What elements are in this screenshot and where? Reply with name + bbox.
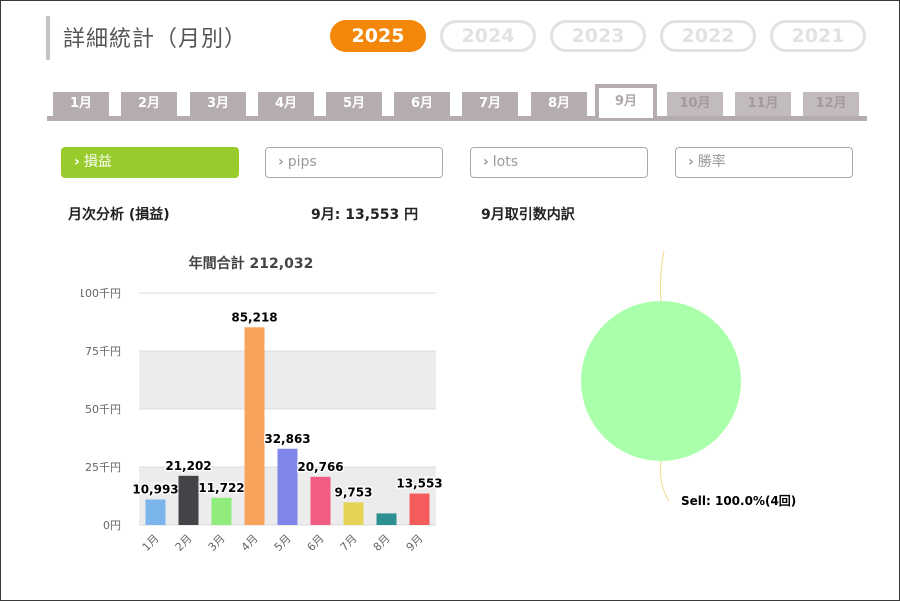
month-tab-bar (47, 116, 867, 121)
x-tick-label: 1月 (140, 532, 162, 554)
y-tick-label: 75千円 (85, 345, 121, 358)
month-tab-6[interactable]: 6月 (394, 92, 450, 116)
month-tab-5[interactable]: 5月 (326, 92, 382, 116)
bar-data-label: 21,202 (165, 459, 211, 473)
pie-connector (660, 251, 665, 302)
x-tick-label: 6月 (305, 532, 327, 554)
year-tab-2022[interactable]: 2022 (660, 20, 756, 52)
chevron-right-icon: › (688, 154, 694, 170)
bar-5月[interactable] (277, 448, 298, 525)
bar-6月[interactable] (310, 476, 331, 525)
month-tab-1[interactable]: 1月 (53, 92, 109, 116)
metric-label: 損益 (83, 154, 112, 170)
x-tick-label: 8月 (371, 532, 393, 554)
title-accent-bar (46, 16, 50, 60)
metric-button-winrate[interactable]: › 勝率 (675, 147, 853, 178)
x-tick-label: 9月 (404, 532, 426, 554)
bar-data-label: 10,993 (132, 482, 178, 496)
month-tab-7[interactable]: 7月 (462, 92, 518, 116)
month-tab-11: 11月 (735, 92, 791, 116)
metric-label: 勝率 (697, 154, 726, 170)
bar-data-label: 13,553 (396, 477, 442, 491)
bar-data-label: 85,218 (231, 310, 277, 324)
monthly-analysis-heading: 月次分析 (損益) (68, 207, 170, 223)
plot-band (139, 351, 436, 409)
x-tick-label: 4月 (239, 532, 261, 554)
pie-slice-sell[interactable] (581, 301, 741, 461)
month-tab-10: 10月 (667, 92, 723, 116)
bar-4月[interactable] (244, 327, 265, 525)
chevron-right-icon: › (278, 154, 284, 170)
x-tick-label: 3月 (206, 532, 228, 554)
bar-1月[interactable] (145, 499, 166, 525)
bar-9月[interactable] (409, 493, 430, 525)
chevron-right-icon: › (74, 154, 80, 170)
month-tab-12: 12月 (803, 92, 859, 116)
year-tab-2023[interactable]: 2023 (550, 20, 646, 52)
month-tab-4[interactable]: 4月 (258, 92, 314, 116)
pie-label-sell: Sell: 100.0%(4回) (681, 494, 796, 508)
x-tick-label: 5月 (272, 532, 294, 554)
year-tab-2021[interactable]: 2021 (770, 20, 866, 52)
month-tab-2[interactable]: 2月 (121, 92, 177, 116)
y-tick-label: 100千円 (81, 287, 121, 300)
bar-7月[interactable] (343, 502, 364, 525)
bar-8月[interactable] (376, 513, 397, 525)
bar-data-label: 20,766 (297, 460, 343, 474)
monthly-profit-bar-chart: 年間合計 212,032 0円 25千円 50千円 75千円 100千円 10,993 1月… (81, 255, 444, 554)
pie-connector (660, 460, 670, 502)
chart-title: 年間合計 212,032 (189, 255, 314, 272)
bar-data-label: 9,753 (335, 485, 373, 499)
bar-3月[interactable] (211, 497, 232, 525)
selected-month-value: 9月: 13,553 円 (311, 207, 419, 223)
bar-2月[interactable] (178, 475, 199, 525)
bar-data-label: 32,863 (264, 432, 310, 446)
y-tick-label: 0円 (103, 519, 121, 532)
month-tab-3[interactable]: 3月 (190, 92, 246, 116)
chevron-right-icon: › (483, 154, 489, 170)
month-tab-9[interactable]: 9月 (595, 84, 657, 118)
metric-button-pips[interactable]: › pips (265, 147, 443, 178)
bar-data-label: 11,722 (198, 481, 244, 495)
metric-button-profit[interactable]: › 損益 (61, 147, 239, 178)
month-tab-8[interactable]: 8月 (531, 92, 587, 116)
trade-breakdown-heading: 9月取引数内訳 (481, 207, 575, 223)
page-title: 詳細統計（月別） (63, 27, 248, 52)
trade-breakdown-pie-chart: Buy: 0.0%(0回)Sell: 100.0%(4回) (581, 251, 796, 508)
x-tick-label: 7月 (338, 532, 360, 554)
year-tab-2024[interactable]: 2024 (440, 20, 536, 52)
metric-button-lots[interactable]: › lots (470, 147, 648, 178)
y-tick-label: 25千円 (85, 461, 121, 474)
metric-label: lots (492, 154, 519, 170)
metric-label: pips (287, 154, 317, 170)
year-tab-2025[interactable]: 2025 (330, 20, 426, 52)
y-tick-label: 50千円 (85, 403, 121, 416)
x-tick-label: 2月 (173, 532, 195, 554)
